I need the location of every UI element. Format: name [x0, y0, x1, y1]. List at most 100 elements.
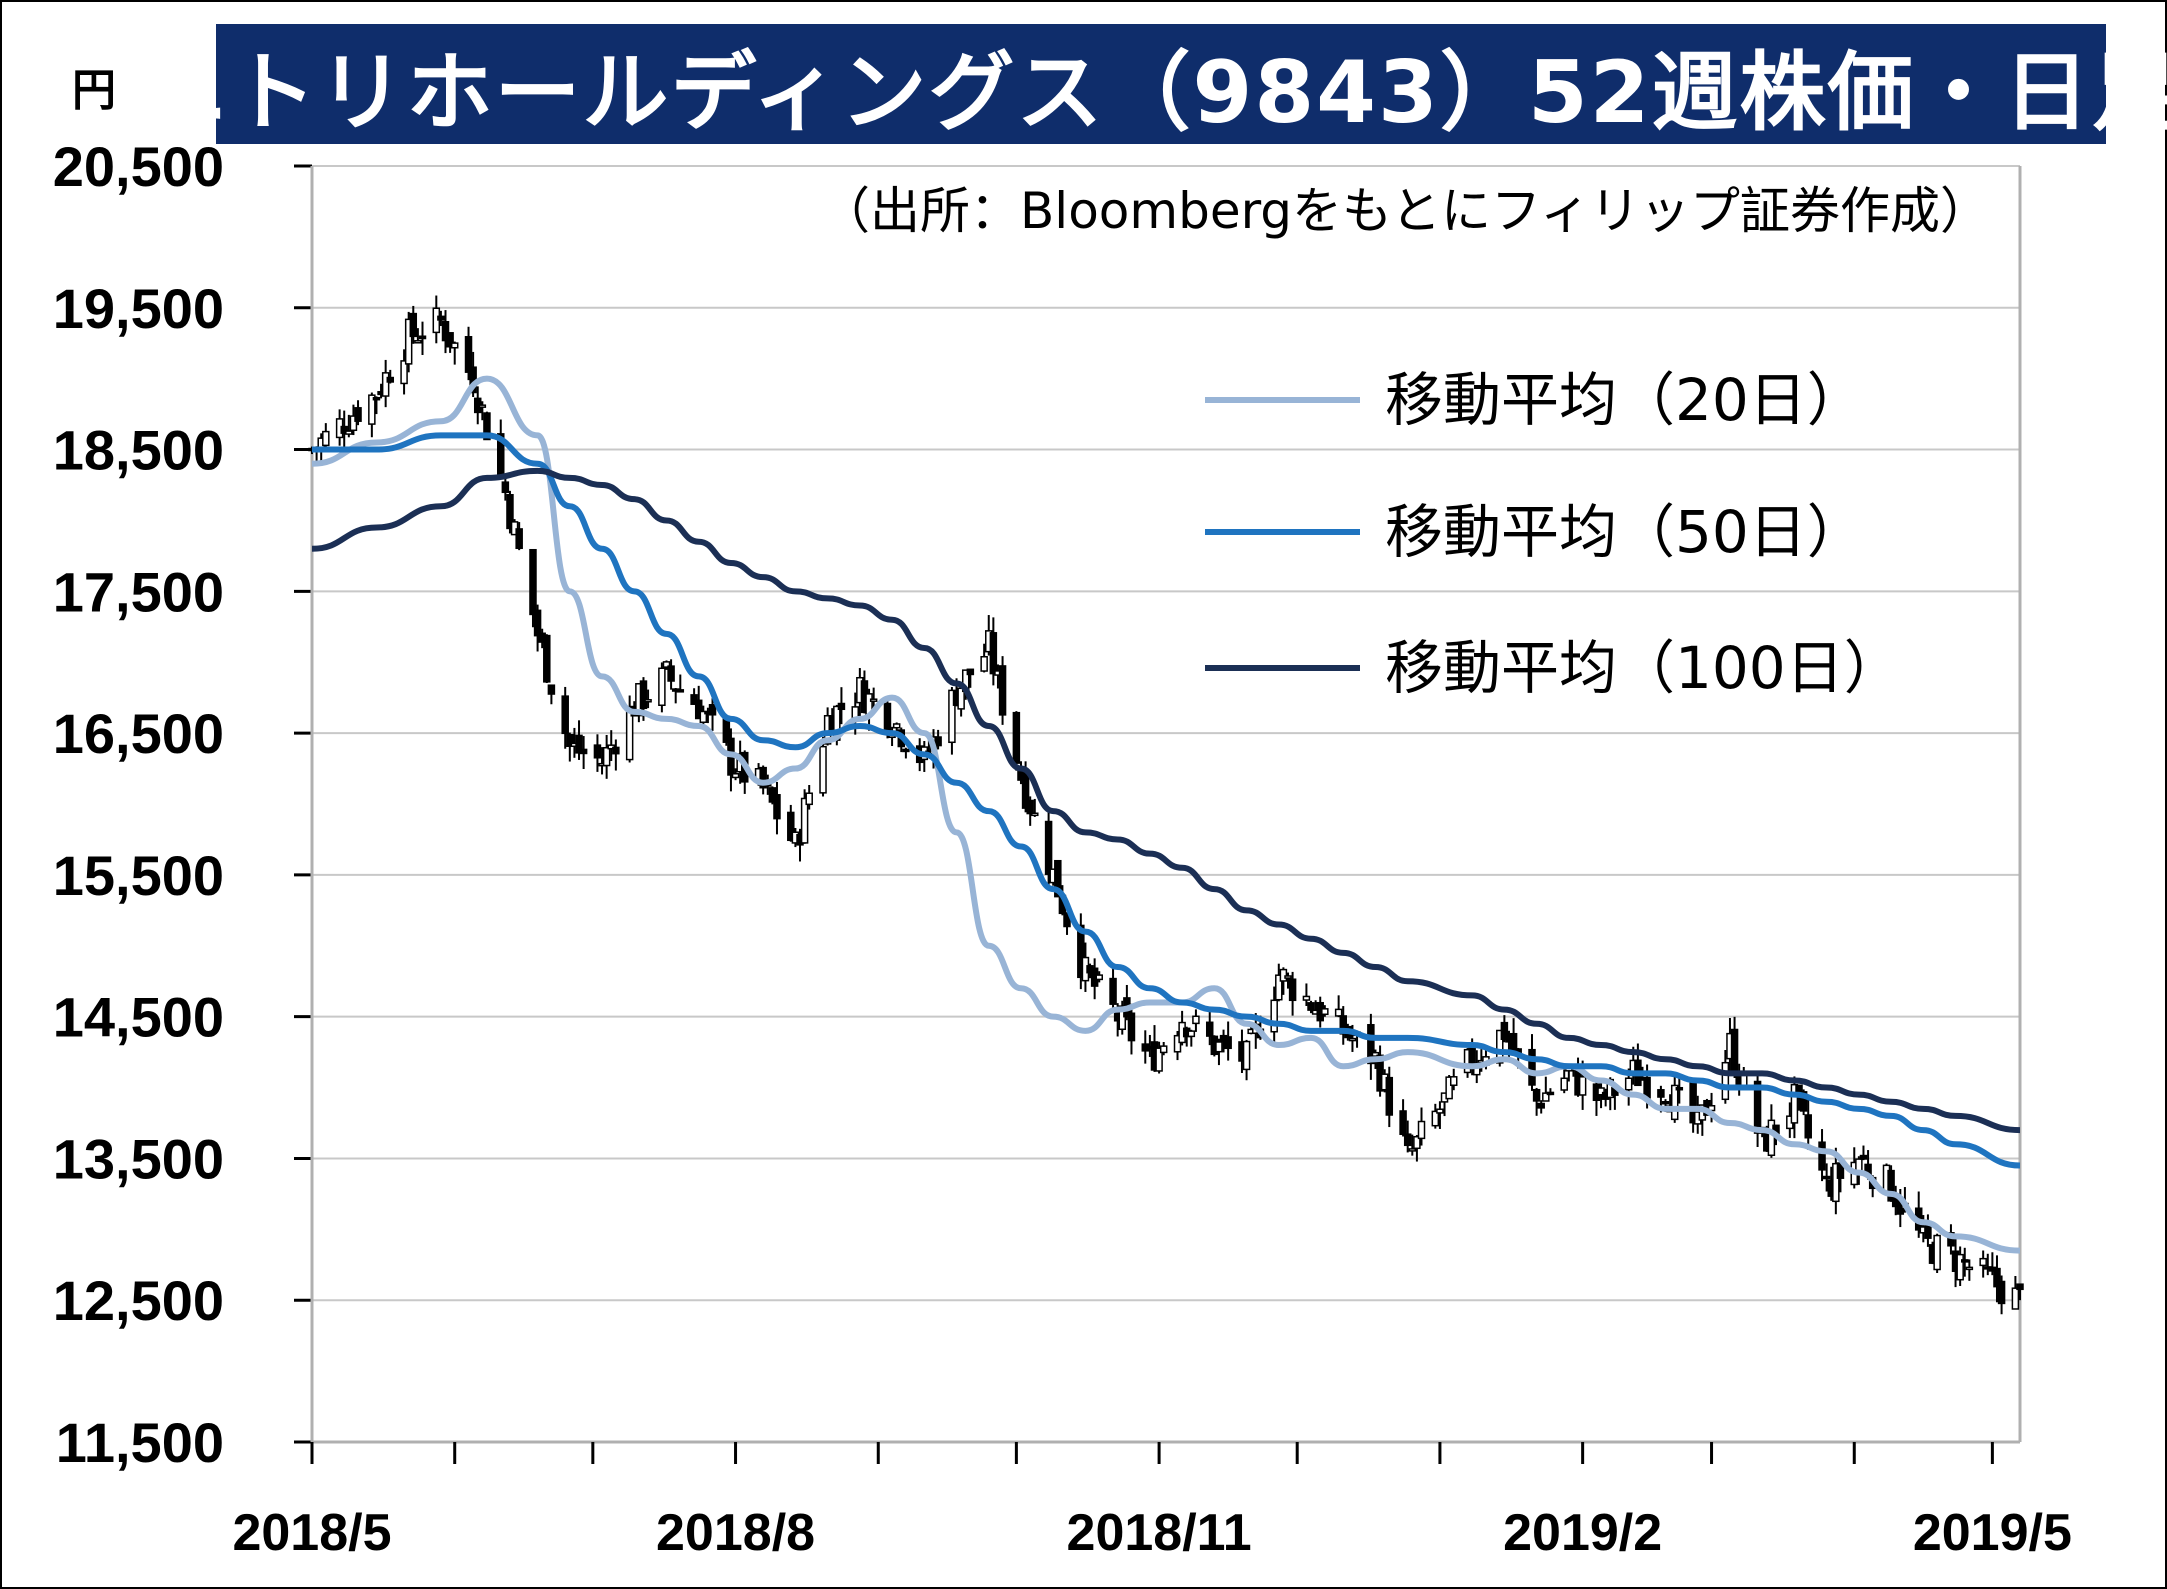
candle-body	[1436, 1108, 1444, 1114]
candle-body	[340, 425, 348, 434]
candle-body	[1670, 1084, 1679, 1121]
candle-body	[404, 318, 413, 365]
candle-body	[386, 376, 395, 383]
candle-body	[1127, 1012, 1136, 1042]
candle-body	[819, 745, 827, 794]
candle-body	[322, 430, 330, 447]
candle-body	[1818, 1141, 1826, 1171]
candle-body	[989, 632, 998, 675]
candle-body	[409, 312, 418, 338]
candle-body	[787, 811, 795, 842]
candle-body	[837, 702, 846, 711]
candle-body	[1187, 1030, 1196, 1038]
candle-body	[1855, 1158, 1863, 1172]
candle-body	[1054, 859, 1062, 898]
x-tick-label: 2019/5	[1913, 1504, 2072, 1562]
candle-body	[1832, 1162, 1840, 1203]
candle-body	[1367, 1024, 1375, 1065]
candle-body	[543, 634, 551, 683]
candle-body	[1302, 995, 1311, 1001]
y-axis-unit-label: 円	[72, 65, 116, 116]
legend-entry-ma50: 移動平均（50日）	[1205, 498, 1865, 566]
candle-body	[1753, 1080, 1762, 1134]
candle-body	[1173, 1034, 1182, 1053]
candle-body	[1449, 1076, 1458, 1086]
candle-body	[1822, 1175, 1831, 1180]
candle-body	[593, 744, 602, 759]
legend-entry-ma20: 移動平均（20日）	[1205, 366, 1865, 434]
candle-body	[1270, 999, 1278, 1033]
source-note: （出所：Bloombergをもとにフィリップ証券作成）	[820, 182, 1990, 240]
candle-body	[1118, 1005, 1127, 1031]
y-tick-label: 17,500	[53, 560, 224, 623]
candle-body	[1399, 1110, 1407, 1135]
candle-body	[1578, 1076, 1587, 1096]
candle-body	[418, 335, 427, 340]
candle-body	[372, 396, 381, 401]
candle-body	[1063, 913, 1071, 928]
candle-body	[1159, 1045, 1168, 1054]
y-tick-label: 13,500	[53, 1127, 224, 1190]
candle-body	[1431, 1110, 1440, 1127]
candle-body	[1109, 977, 1117, 1005]
candle-body	[1597, 1087, 1605, 1096]
candle-body	[354, 407, 362, 422]
candle-body	[1077, 924, 1085, 979]
candle-body	[483, 412, 491, 441]
x-tick-label: 2019/2	[1503, 1504, 1662, 1562]
candle-body	[980, 655, 988, 672]
candle-body	[515, 528, 523, 550]
candle-body	[1624, 1077, 1633, 1091]
candle-body	[414, 340, 422, 344]
candle-body	[731, 773, 740, 779]
candle-body	[1012, 711, 1021, 764]
candle-body	[478, 404, 487, 408]
candle-body	[2011, 1287, 2020, 1310]
ma50-line	[311, 432, 2021, 1169]
candle-body	[381, 372, 390, 397]
candle-body	[1376, 1054, 1384, 1092]
candle-body	[349, 415, 358, 432]
candle-body	[1790, 1083, 1799, 1124]
candle-body	[1284, 975, 1292, 979]
candle-body	[1859, 1154, 1868, 1160]
candle-body	[501, 481, 510, 494]
candle-body	[566, 733, 574, 748]
candle-body	[437, 315, 445, 321]
legend-label: 移動平均（50日）	[1385, 498, 1865, 566]
candle-body	[1965, 1266, 1974, 1271]
grid-lines	[312, 165, 2020, 1302]
candle-body	[1537, 1102, 1545, 1109]
legend-label: 移動平均（20日）	[1385, 366, 1865, 434]
candle-body	[1408, 1148, 1417, 1152]
candle-body	[529, 548, 537, 616]
axes	[294, 164, 2022, 1464]
candle-body	[1956, 1253, 1964, 1281]
candle-body	[1288, 978, 1297, 1002]
candle-body	[1215, 1041, 1223, 1053]
candle-body	[561, 695, 569, 735]
y-tick-label: 19,500	[53, 277, 224, 340]
candle-body	[708, 704, 717, 716]
candle-body	[368, 394, 376, 425]
candle-body	[1961, 1259, 1969, 1263]
candle-body	[1192, 1015, 1200, 1025]
candle-body	[345, 430, 353, 435]
candle-body	[602, 747, 611, 767]
candle-body	[1445, 1076, 1453, 1100]
tick-labels: 20,500 19,500 18,500 17,500 16,500 15,500 14,5…	[53, 135, 2072, 1562]
candle-body	[1993, 1267, 2001, 1288]
candle-body	[699, 710, 708, 724]
candle-body	[1804, 1114, 1812, 1139]
legend: 移動平均（20日） 移動平均（50日） 移動平均（100日）	[1205, 366, 1902, 702]
candle-body	[533, 609, 542, 637]
moving-average-lines	[311, 375, 2021, 1254]
candle-body	[1095, 974, 1103, 981]
x-tick-label: 2018/5	[232, 1504, 391, 1562]
candle-body	[644, 699, 652, 703]
candle-body	[1044, 820, 1053, 875]
candle-body	[1661, 1101, 1670, 1105]
candle-body	[998, 665, 1007, 716]
